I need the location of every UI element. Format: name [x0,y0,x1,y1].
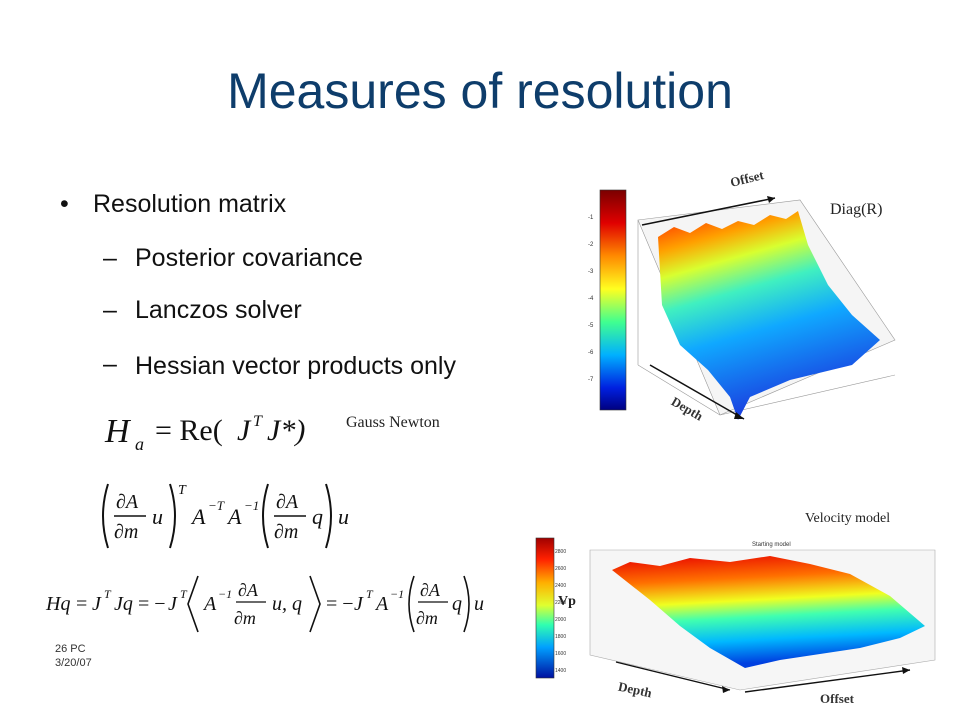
svg-text:= −: = − [138,593,166,615]
svg-text:A: A [374,593,389,615]
resolution-diagonal-plot: Offset Depth -1 -2 -3 -4 -5 -6 -7 [588,165,910,430]
svg-text:−1: −1 [244,498,259,513]
svg-text:T: T [178,483,187,498]
svg-text:∂m: ∂m [274,521,298,543]
svg-text:T: T [253,413,263,430]
svg-text:u: u [474,593,484,615]
dash-3: – [103,350,117,378]
svg-text:J*): J*) [267,414,305,447]
svg-text:−1: −1 [390,587,404,601]
footer-page: 26 PC [55,643,86,655]
svg-text:∂A: ∂A [116,491,139,513]
svg-text:∂A: ∂A [238,580,259,600]
svg-text:J: J [237,414,252,447]
svg-text:−1: −1 [218,587,232,601]
plot-title-starting-model: Starting model [752,542,791,548]
svg-text:∂m: ∂m [416,608,438,628]
equation-hessian-vector-product: Hq = J T Jq = − J T A −1 ∂A ∂m u, q = − … [44,570,488,636]
velocity-model-plot: Starting model Vp Depth Offset 2800 2600… [530,530,950,720]
offset-axis-label-bottom: Offset [820,691,854,706]
svg-text:q: q [452,593,462,615]
svg-text:∂m: ∂m [234,608,256,628]
svg-text:T: T [180,587,188,601]
svg-text:u, q: u, q [272,593,302,615]
svg-text:a: a [135,434,144,454]
bullet-dot: • [60,190,69,218]
colorbar-ticks-bottom: 2800 2600 2400 2200 2000 1800 1600 1400 [555,549,567,674]
svg-text:Jq: Jq [114,593,133,615]
gauss-newton-label: Gauss Newton [346,414,440,431]
dash-2: – [103,296,117,324]
svg-text:−T: −T [208,498,225,513]
svg-text:J: J [92,593,102,615]
equation-hessian-term: ∂A ∂m u T A −T A −1 ∂A ∂m q u [96,478,356,554]
svg-text:u: u [338,504,349,529]
sub-bullet-hessian: Hessian vector products only [135,352,456,380]
svg-text:T: T [104,587,112,601]
vp-label: Vp [558,594,576,609]
svg-text:q: q [312,504,323,529]
colorbar-ticks-top: -1 -2 -3 -4 -5 -6 -7 [588,215,594,383]
svg-text:A: A [226,504,242,529]
svg-text:u: u [152,504,163,529]
svg-text:Hq: Hq [45,593,70,615]
dash-1: – [103,244,117,272]
svg-text:∂m: ∂m [114,521,138,543]
footer-date: 3/20/07 [55,657,92,669]
diag-r-caption: Diag(R) [830,201,883,218]
bullet-resolution-matrix: Resolution matrix [93,190,287,218]
svg-text:= −: = − [326,593,354,615]
svg-text:= Re(: = Re( [155,414,223,447]
equation-hessian-approx: H a = Re( J T J*) [103,408,323,454]
svg-text:∂A: ∂A [276,491,299,513]
svg-text:T: T [366,587,374,601]
velocity-model-caption: Velocity model [805,511,891,526]
svg-text:A: A [202,593,217,615]
svg-text:H: H [104,413,132,450]
sub-bullet-lanczos: Lanczos solver [135,296,302,324]
svg-text:J: J [168,593,178,615]
svg-text:∂A: ∂A [420,580,441,600]
slide-title: Measures of resolution [227,63,733,119]
svg-text:J: J [354,593,364,615]
svg-text:A: A [190,504,206,529]
sub-bullet-posterior: Posterior covariance [135,244,363,272]
svg-text:=: = [76,593,87,615]
